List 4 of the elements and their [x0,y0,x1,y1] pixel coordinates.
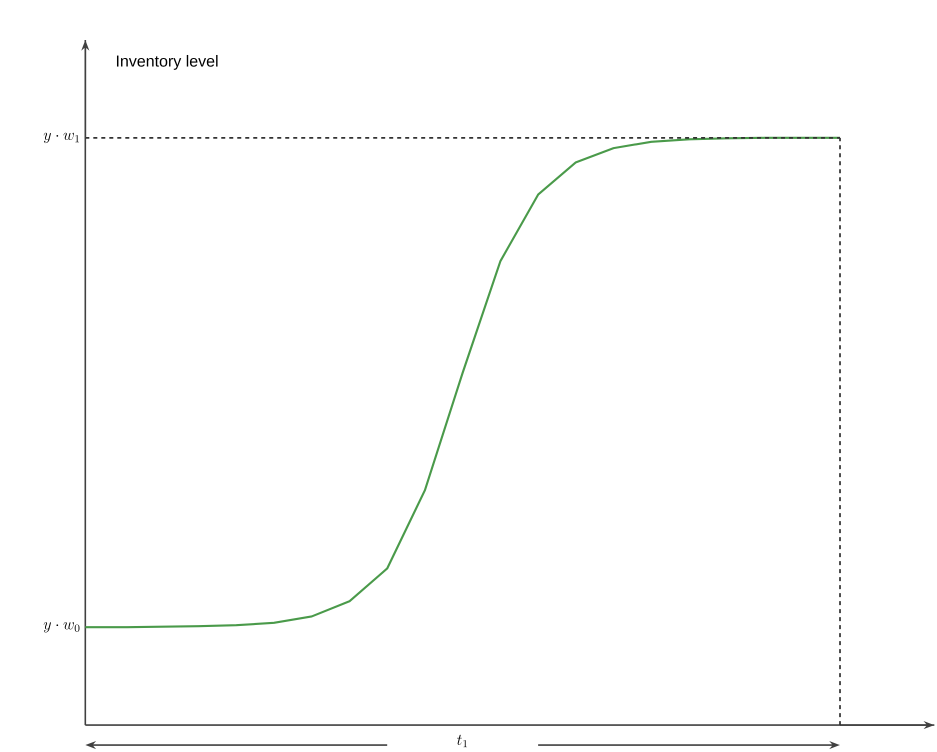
y-tick-label: $y \cdot w_0$ [44,622,80,633]
y-tick-label: $y \cdot w_1$ [44,132,80,144]
y-axis-title: Inventory level [116,55,218,70]
x-axis-title: $t_1$ [457,734,468,748]
